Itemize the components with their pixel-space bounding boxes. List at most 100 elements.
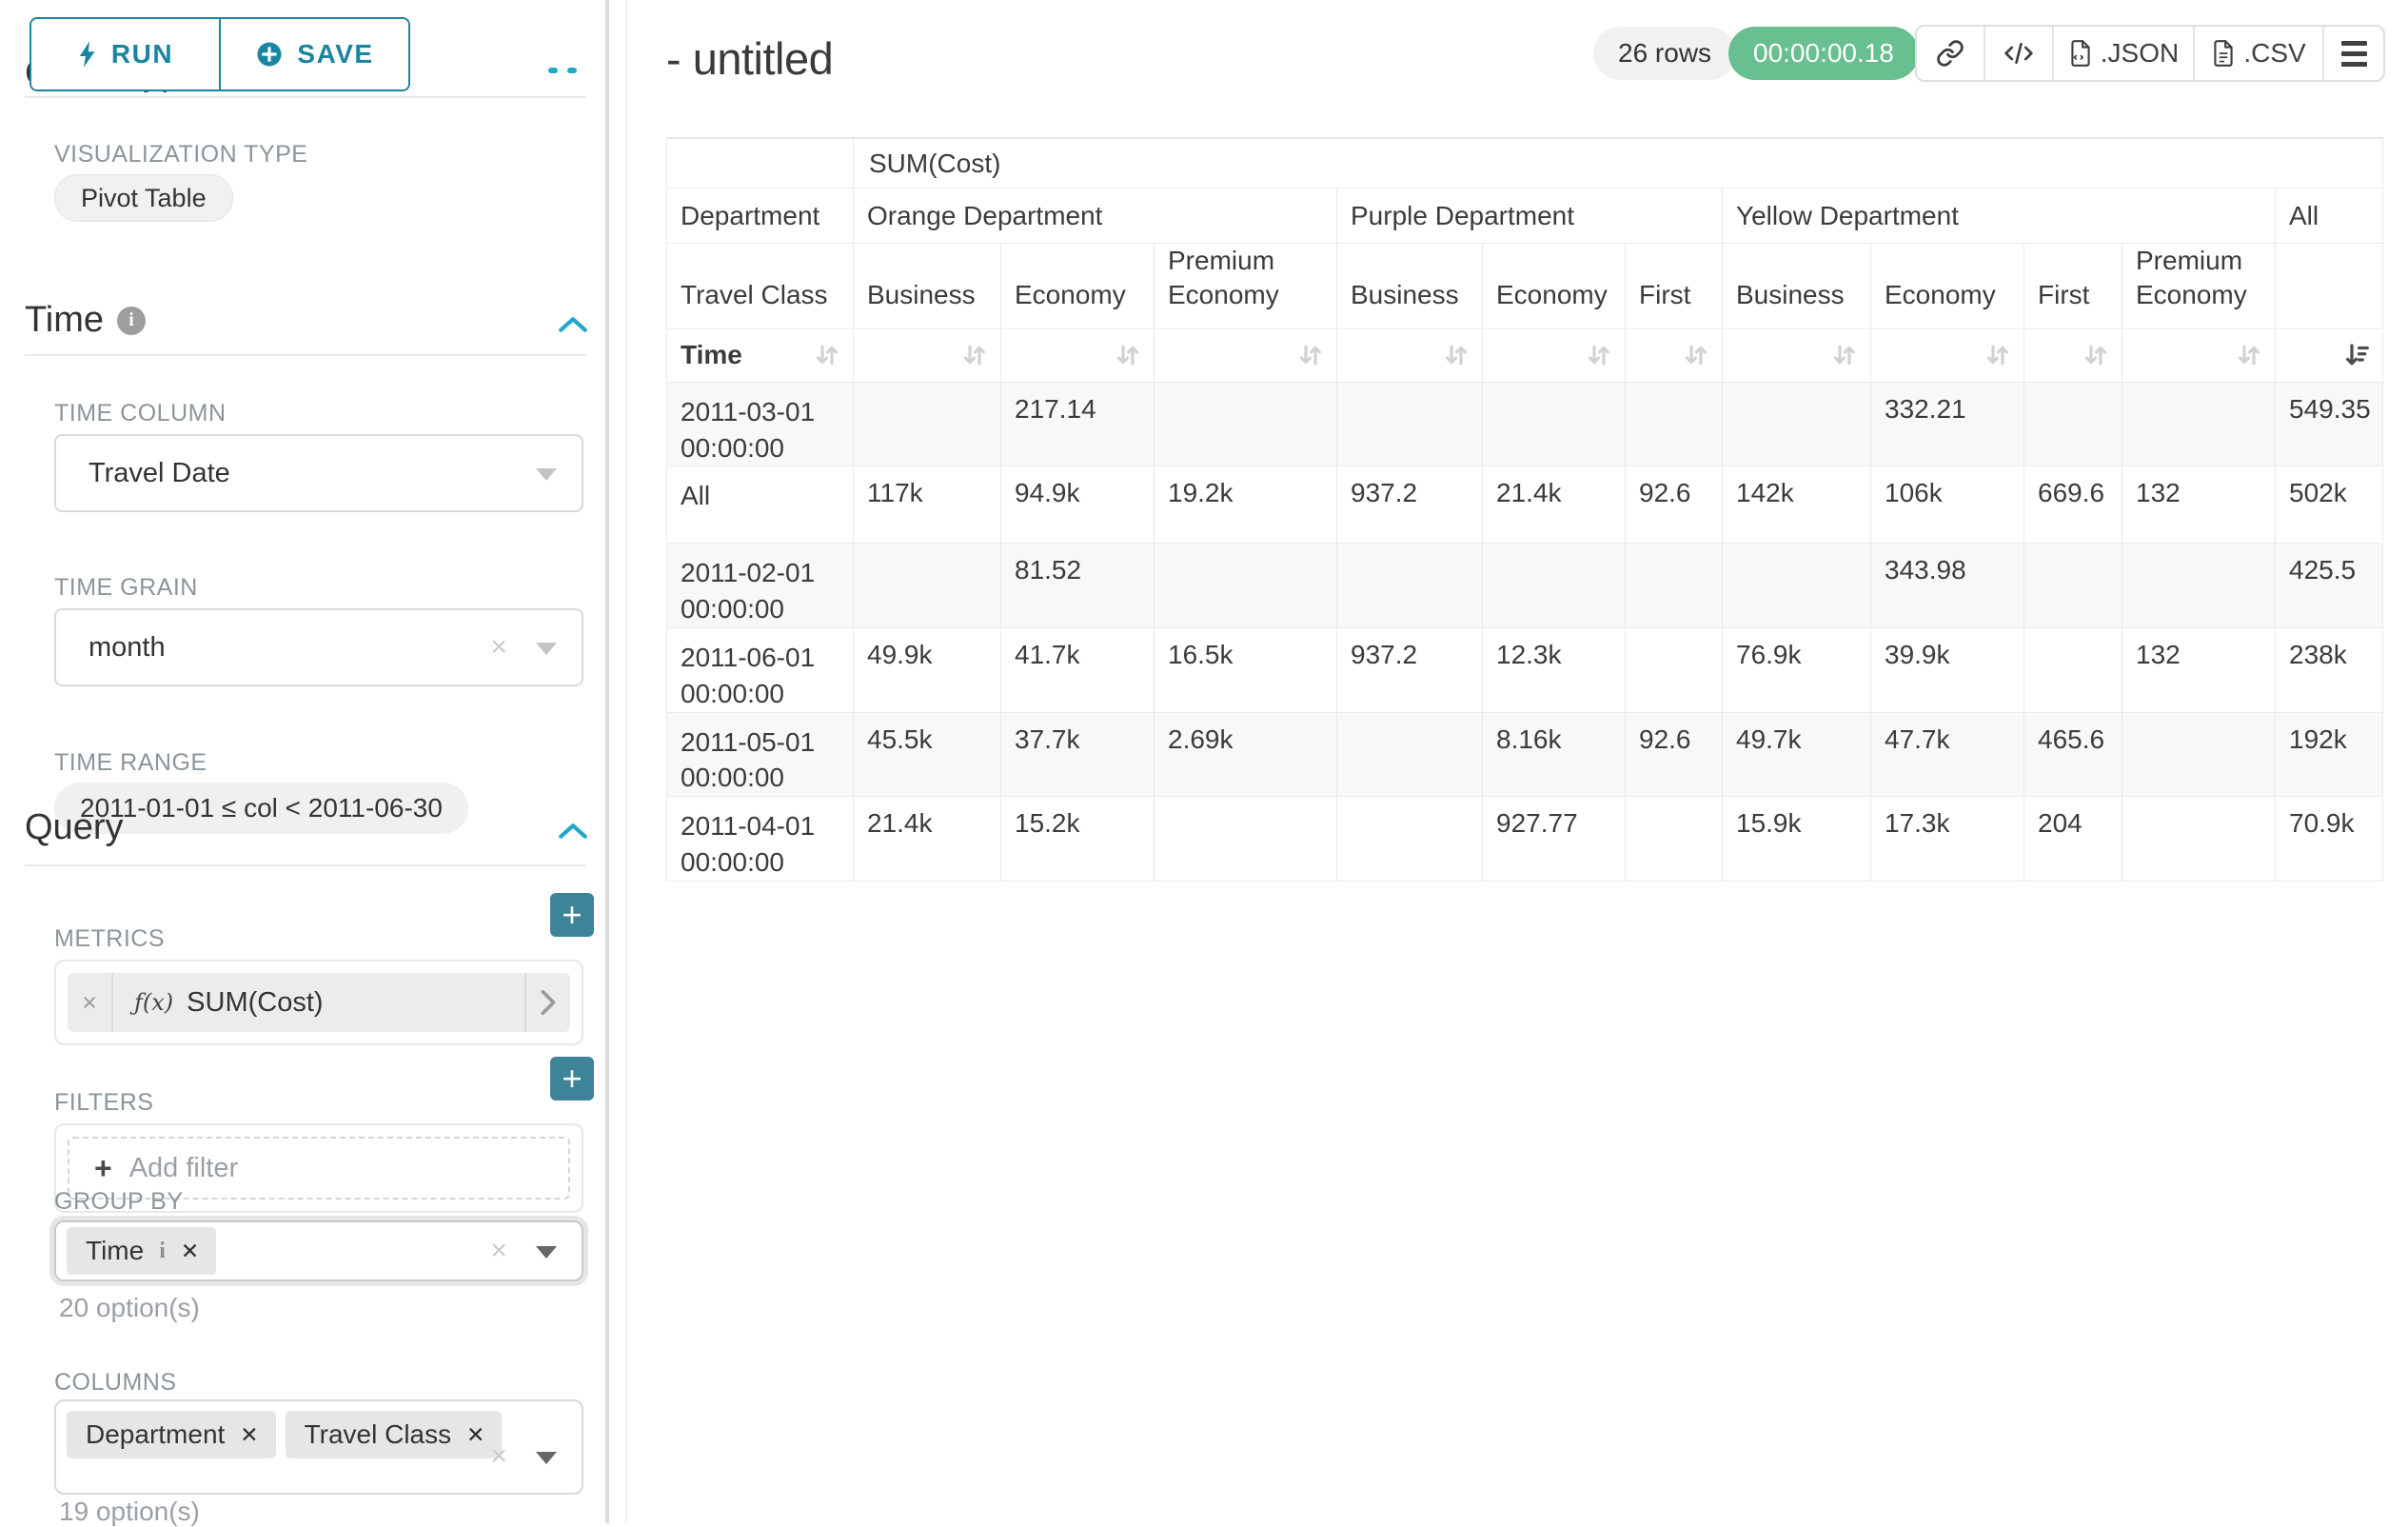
clear-icon[interactable]: ×	[490, 1440, 507, 1472]
metric-pill[interactable]: × ƒ(x) SUM(Cost)	[68, 973, 570, 1032]
sort-icon[interactable]	[2082, 341, 2110, 369]
sort-header[interactable]	[2122, 328, 2276, 383]
add-metric-button[interactable]: +	[550, 893, 594, 937]
sort-header[interactable]	[1483, 328, 1626, 383]
sort-icon[interactable]	[1296, 341, 1325, 369]
pivot-metric-header: SUM(Cost)	[854, 139, 2383, 188]
export-json-button[interactable]: .JSON	[2054, 27, 2195, 80]
sort-icon[interactable]	[2235, 341, 2263, 369]
pivot-value-cell	[1723, 544, 1871, 628]
pivot-value-cell: 21.4k	[1483, 466, 1626, 545]
pivot-value-cell: 465.6	[2024, 712, 2122, 798]
group-by-select[interactable]: Time i ✕ ×	[54, 1220, 583, 1281]
visualization-type-chip[interactable]: Pivot Table	[54, 174, 233, 222]
remove-chip-icon[interactable]: ✕	[240, 1421, 259, 1447]
sort-icon[interactable]	[960, 341, 989, 369]
sort-header[interactable]	[1723, 328, 1871, 383]
explore-control-panel: Chart Type RUN SAVE VISUALIZATION TYPE P…	[0, 0, 605, 1526]
columns-chip-department[interactable]: Department ✕	[67, 1411, 276, 1458]
run-button[interactable]: RUN	[31, 19, 221, 89]
bolt-icon	[79, 41, 95, 68]
pivot-value-cell: 192k	[2276, 712, 2383, 798]
menu-button[interactable]	[2324, 27, 2383, 80]
pivot-row-label: 2011-05-01 00:00:00	[667, 712, 854, 798]
col-header: Economy	[1001, 244, 1155, 329]
export-csv-button[interactable]: .CSV	[2195, 27, 2324, 80]
metrics-label: METRICS	[54, 925, 165, 952]
sort-icon[interactable]	[1114, 341, 1142, 369]
pivot-value-cell: 21.4k	[854, 797, 1001, 882]
pivot-value-cell	[1337, 382, 1483, 467]
sort-icon[interactable]	[1984, 341, 2012, 369]
chevron-up-icon[interactable]	[557, 821, 589, 842]
time-column-select[interactable]: Travel Date	[54, 434, 583, 512]
pivot-value-cell: 425.5	[2276, 544, 2383, 628]
sort-header[interactable]	[2024, 328, 2122, 383]
add-filter-plus-button[interactable]: +	[550, 1057, 594, 1101]
sort-icon[interactable]	[813, 341, 841, 369]
pivot-value-cell	[2024, 382, 2122, 467]
json-button-label: .JSON	[2100, 38, 2180, 68]
columns-chip-travel-class[interactable]: Travel Class ✕	[285, 1411, 503, 1458]
view-query-button[interactable]	[1985, 27, 2054, 80]
pivot-value-cell: 937.2	[1337, 466, 1483, 545]
pivot-value-cell: 92.6	[1626, 712, 1723, 798]
time-grain-select[interactable]: month ×	[54, 608, 583, 686]
group-by-chip-time[interactable]: Time i ✕	[67, 1227, 217, 1275]
chip-label: Department	[86, 1419, 226, 1449]
remove-chip-icon[interactable]: ✕	[180, 1238, 200, 1263]
remove-metric-icon[interactable]: ×	[68, 973, 113, 1032]
add-filter-button[interactable]: + Add filter	[68, 1137, 570, 1200]
pivot-data-row: 2011-05-01 00:00:00 45.5k 37.7k 2.69k 8.16k 9…	[667, 712, 2383, 798]
pivot-value-cell: 47.7k	[1871, 712, 2024, 798]
sort-header[interactable]	[854, 328, 1001, 383]
sort-descending-icon[interactable]	[2342, 341, 2371, 369]
pivot-value-cell: 8.16k	[1483, 712, 1626, 798]
time-range-chip[interactable]: 2011-01-01 ≤ col < 2011-06-30	[54, 783, 468, 834]
pivot-value-cell: 238k	[2276, 627, 2383, 713]
sort-header[interactable]	[1871, 328, 2024, 383]
sort-header[interactable]	[1001, 328, 1155, 383]
sort-header[interactable]	[1626, 328, 1723, 383]
pivot-value-cell: 12.3k	[1483, 627, 1626, 713]
chart-title[interactable]: - untitled	[666, 33, 834, 84]
pivot-value-cell	[2024, 544, 2122, 628]
metric-header-row: SUM(Cost)	[667, 139, 2383, 188]
pivot-value-cell: 927.77	[1483, 797, 1626, 882]
panel-divider[interactable]	[605, 0, 609, 1523]
run-save-button-group: RUN SAVE	[30, 17, 410, 91]
metric-name: SUM(Cost)	[187, 986, 324, 1018]
chevron-up-icon[interactable]	[557, 314, 589, 335]
sort-icon[interactable]	[1830, 341, 1859, 369]
pivot-value-cell: 76.9k	[1723, 627, 1871, 713]
col-header: Premium Economy	[1155, 244, 1337, 329]
copy-link-button[interactable]	[1917, 27, 1985, 80]
clear-icon[interactable]: ×	[490, 631, 507, 663]
metrics-container: × ƒ(x) SUM(Cost)	[54, 960, 583, 1045]
sort-header[interactable]	[1155, 328, 1337, 383]
pivot-value-cell: 19.2k	[1155, 466, 1337, 545]
pivot-row-label: All	[667, 466, 854, 545]
time-sort-header[interactable]: Time	[667, 328, 854, 383]
sort-icon[interactable]	[1682, 341, 1710, 369]
pivot-value-cell: 549.35	[2276, 382, 2383, 467]
pivot-value-cell: 17.3k	[1871, 797, 2024, 882]
visualization-type-label: VISUALIZATION TYPE	[54, 141, 308, 168]
col-header: First	[1626, 244, 1723, 329]
col-header: Business	[1723, 244, 1871, 329]
sort-icon[interactable]	[1585, 341, 1613, 369]
sort-icon[interactable]	[1442, 341, 1470, 369]
pivot-value-cell: 669.6	[2024, 466, 2122, 545]
clipped-icon-dot	[548, 68, 558, 73]
sort-header-active[interactable]	[2276, 328, 2383, 383]
clear-icon[interactable]: ×	[490, 1235, 507, 1266]
clipped-icon-dot	[567, 68, 577, 73]
chevron-right-icon[interactable]	[524, 973, 570, 1032]
pivot-value-cell	[2122, 797, 2276, 882]
sort-header[interactable]	[1337, 328, 1483, 383]
remove-chip-icon[interactable]: ✕	[466, 1421, 485, 1447]
save-button[interactable]: SAVE	[221, 19, 408, 89]
pivot-value-cell: 70.9k	[2276, 797, 2383, 882]
time-grain-label: TIME GRAIN	[54, 574, 198, 601]
columns-select[interactable]: Department ✕ Travel Class ✕ ×	[54, 1399, 583, 1495]
